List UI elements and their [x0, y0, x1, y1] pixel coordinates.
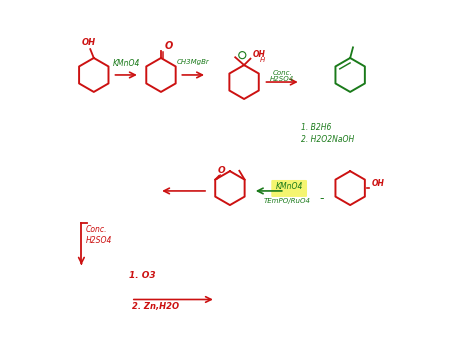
Text: OH: OH	[82, 38, 96, 47]
Text: Conc.: Conc.	[86, 225, 107, 234]
Text: TEmPO/RuO4: TEmPO/RuO4	[264, 198, 311, 204]
Text: H2SO4: H2SO4	[270, 76, 294, 82]
FancyBboxPatch shape	[271, 180, 307, 197]
Text: H2SO4: H2SO4	[86, 236, 112, 245]
Text: OH: OH	[371, 179, 384, 189]
Text: OH: OH	[253, 50, 265, 59]
Text: H: H	[260, 56, 265, 62]
Text: -: -	[319, 192, 324, 205]
Text: 1. O3: 1. O3	[129, 271, 156, 280]
Text: 2. Zn,H2O: 2. Zn,H2O	[132, 302, 179, 311]
Text: Conc.: Conc.	[273, 70, 292, 76]
Text: O: O	[218, 165, 226, 175]
Text: CH3MgBr: CH3MgBr	[177, 59, 210, 65]
Text: KMnO4: KMnO4	[113, 59, 140, 68]
Text: 1. B2H6: 1. B2H6	[301, 123, 331, 132]
Text: 2. H2O2NaOH: 2. H2O2NaOH	[301, 135, 354, 144]
Text: KMnO4: KMnO4	[276, 182, 303, 191]
Text: O: O	[164, 41, 173, 51]
